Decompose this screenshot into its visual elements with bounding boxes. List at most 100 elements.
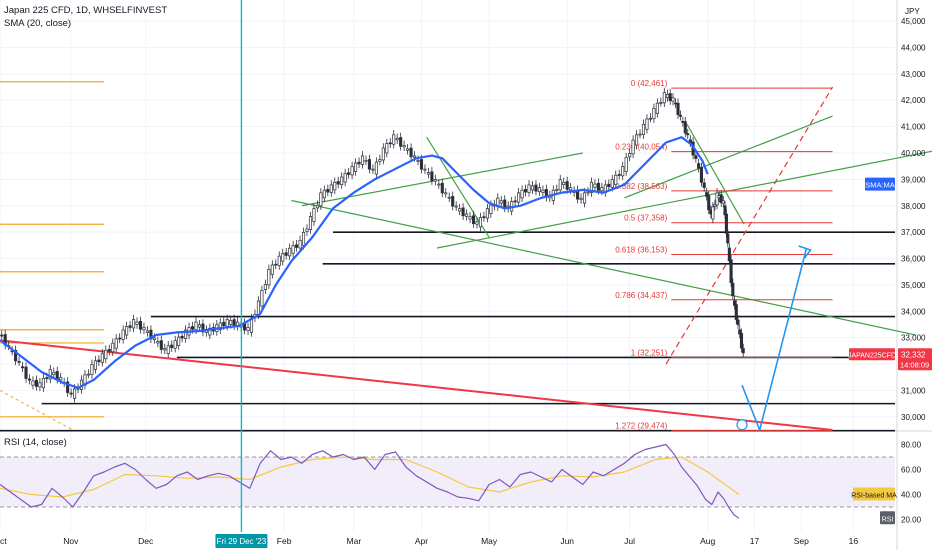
candle-body	[388, 142, 392, 145]
candle-body	[340, 176, 344, 186]
candle-body	[118, 337, 122, 340]
candle-body	[17, 361, 21, 363]
candle-body	[631, 139, 635, 155]
candle-body	[726, 233, 730, 244]
candle-body	[614, 174, 618, 186]
candle-body	[14, 349, 18, 362]
time-tick-label: Oct	[0, 536, 7, 546]
rsi-badge-label: RSI	[882, 516, 894, 523]
candle-body	[104, 349, 108, 360]
candle-body	[163, 348, 167, 351]
candle-body	[458, 208, 462, 212]
candle-body	[381, 147, 385, 161]
candle-body	[723, 205, 727, 216]
price-tick-label: 36,000	[901, 255, 926, 264]
candle-body	[20, 366, 25, 369]
candle-body	[284, 252, 288, 256]
candle-body	[461, 207, 465, 217]
candle-body	[45, 377, 49, 379]
candle-body	[336, 181, 340, 185]
candle-body	[184, 329, 188, 339]
candle-body	[652, 108, 656, 120]
candle-body	[256, 300, 260, 316]
rsi-legend[interactable]: RSI (14, close)	[4, 437, 67, 448]
candle-body	[711, 206, 715, 220]
candle-body	[378, 159, 382, 162]
candle-body	[520, 189, 524, 199]
candle-body	[517, 192, 521, 203]
rsi-line	[0, 443, 740, 519]
rsi-tick-label: 20.00	[901, 516, 922, 525]
candle-body	[135, 321, 139, 325]
time-tick-label: Mar	[347, 536, 362, 546]
candle-body	[555, 189, 559, 191]
green-spring-line	[426, 136, 490, 238]
candle-body	[371, 168, 375, 171]
candle-body	[333, 181, 337, 191]
candle-body	[38, 382, 42, 388]
fib-diagonal	[665, 86, 834, 365]
fib-level-label: 0.5 (37,358)	[624, 214, 667, 223]
candle-body	[263, 284, 267, 291]
candle-body	[412, 155, 417, 158]
candle-body	[301, 232, 306, 246]
candle-body	[489, 204, 493, 215]
sma-legend[interactable]: SMA (20, close)	[4, 18, 72, 29]
countdown-label: 14:08:09	[900, 360, 929, 369]
price-tick-label: 35,000	[901, 281, 926, 290]
fib-level-label: 0.382 (38,563)	[615, 182, 667, 191]
candle-body	[354, 162, 358, 172]
cursor-time-label: Fri 29 Dec '23	[217, 537, 267, 546]
candle-body	[713, 204, 717, 207]
candle-body	[24, 366, 28, 379]
candle-body	[267, 268, 271, 286]
candle-body	[541, 189, 545, 193]
candle-body	[624, 157, 628, 172]
candle-body	[326, 189, 330, 193]
candle-body	[357, 161, 361, 165]
candle-body	[111, 342, 115, 353]
candle-body	[423, 168, 427, 171]
candle-body	[177, 336, 181, 346]
candle-body	[596, 182, 600, 191]
candle-body	[90, 363, 94, 375]
candle-body	[132, 319, 136, 329]
candle-body	[741, 348, 745, 354]
candle-body	[621, 166, 625, 177]
candle-body	[527, 184, 531, 193]
candle-body	[565, 181, 569, 190]
candle-body	[222, 321, 226, 327]
candle-body	[662, 92, 666, 104]
candle-body	[648, 117, 652, 120]
candle-body	[281, 253, 285, 262]
candle-body	[702, 182, 706, 188]
sma-badge	[865, 177, 895, 191]
time-tick-label: Aug	[700, 536, 715, 546]
candle-body	[607, 183, 611, 188]
price-tick-label: 44,000	[901, 43, 926, 52]
candle-body	[180, 335, 184, 339]
candle-body	[736, 319, 740, 326]
candle-body	[562, 181, 566, 186]
candle-body	[694, 155, 698, 159]
candle-body	[156, 341, 160, 344]
price-tick-label: 38,000	[901, 202, 926, 211]
candle-body	[416, 159, 420, 162]
candle-body	[738, 329, 742, 335]
candle-body	[447, 196, 451, 199]
candle-body	[579, 197, 583, 200]
trendlines	[0, 115, 932, 431]
chart-title[interactable]: Japan 225 CFD, 1D, WHSELFINVEST	[4, 5, 168, 16]
candles	[0, 87, 745, 403]
candle-body	[274, 263, 278, 266]
candle-body	[246, 327, 250, 331]
candle-body	[218, 322, 222, 331]
candle-body	[277, 255, 281, 266]
time-tick-label: Sep	[794, 536, 809, 546]
rsi-band	[0, 456, 895, 508]
candle-body	[471, 215, 476, 225]
candle-body	[699, 167, 703, 183]
candle-body	[681, 120, 685, 123]
